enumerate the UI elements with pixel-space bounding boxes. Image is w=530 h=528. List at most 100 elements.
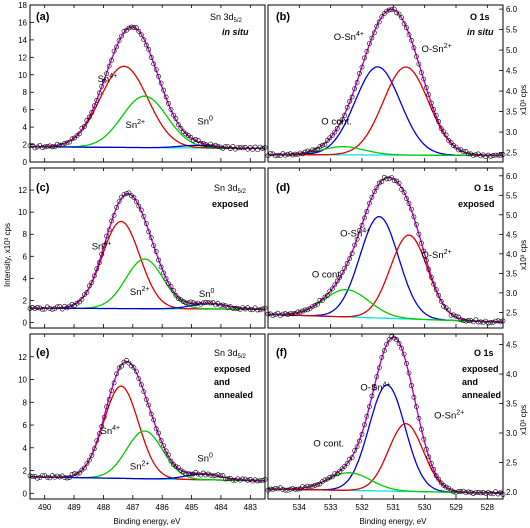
panel-b-data-point: [413, 54, 419, 60]
panel-f-data-point: [277, 485, 283, 491]
panel-a-data-point: [143, 42, 149, 48]
panel-b-y-tick-label: 5.5: [506, 26, 518, 35]
panel-b-data-point: [463, 148, 469, 154]
panel-e-data-point: [173, 464, 179, 469]
panel-f-x-tick-label: 532: [355, 503, 369, 512]
panel-a-data-point: [193, 137, 199, 142]
panel-e-data-point: [188, 471, 194, 477]
panel-c-data-point: [153, 249, 159, 254]
panel-b-data-point: [416, 61, 422, 67]
panel-d-data-point: [418, 240, 424, 246]
panel-c-data-point: [44, 304, 50, 310]
panel-d-data-point: [371, 189, 377, 195]
panel-d-data-point: [295, 309, 301, 315]
panel-b-data-point: [384, 8, 390, 14]
panel-c-data-point: [47, 305, 53, 311]
panel-e-x-tick-label: 487: [126, 503, 140, 512]
panel-c-envelope-fit: [30, 193, 265, 310]
panel-c-data-point: [185, 300, 191, 306]
y-axis-label-right-middle: x10³ cps: [519, 240, 528, 270]
panel-c-data-point: [203, 300, 208, 305]
panel-e-y-tick-label: 6: [23, 421, 28, 430]
panel-a-data-point: [84, 118, 90, 123]
panel-f-y-tick-label: 3.0: [506, 429, 518, 438]
panel-b-data-point: [275, 152, 281, 158]
panel-c-data-point: [69, 302, 75, 307]
panel-b-data-point: [344, 105, 350, 110]
panel-e-data-point: [178, 467, 184, 473]
panel-a-data-point: [40, 145, 45, 150]
panel-d-data-point: [337, 274, 343, 280]
panel-e-data-point: [210, 473, 216, 479]
panel-c-data-point: [101, 242, 107, 248]
panel-c-data-point: [49, 306, 55, 312]
panel-e-data-point: [242, 476, 248, 482]
panel-b-data-point: [438, 126, 444, 132]
panel-a-data-point: [59, 142, 65, 148]
panel-f-data-point: [475, 489, 481, 495]
panel-e-data-point: [237, 477, 243, 483]
panel-f-data-point: [470, 491, 476, 496]
panel-e-data-point: [255, 478, 260, 484]
panel-f-data-point: [354, 444, 360, 449]
panel-f-data-point: [423, 446, 429, 452]
panel-d-data-point: [302, 307, 308, 313]
panel-a-y-tick-label: 4: [23, 123, 28, 132]
panel-a-data-point: [32, 145, 38, 151]
panel-f-data-point: [322, 477, 328, 483]
panel-e-data-point: [91, 446, 97, 452]
panel-d-data-point: [465, 318, 471, 323]
panel-e-data-point: [87, 457, 92, 463]
panel-d-data-point: [493, 318, 498, 324]
panel-c-data-point: [148, 235, 154, 241]
panel-f-data-point: [396, 341, 402, 346]
panel-e-data-point: [101, 414, 107, 420]
panel-f-data-point: [334, 471, 340, 477]
panel-b-data-point: [433, 113, 439, 118]
panel-a-data-point: [200, 140, 206, 146]
panel-c-data-point: [166, 281, 171, 286]
panel-e-data-point: [96, 431, 102, 436]
panel-b-data-point: [280, 151, 286, 157]
panel-f-data-point: [312, 482, 318, 488]
panel-b-data-point: [354, 80, 360, 85]
panel-d-data-point: [292, 311, 298, 316]
panel-e-x-tick-label: 483: [244, 503, 258, 512]
panel-c-data-point: [131, 195, 137, 200]
panel-f-data-point: [416, 415, 422, 421]
panel-c-data-point: [161, 270, 166, 276]
panel-b-component-label: O cont.: [321, 117, 352, 128]
panel-c-data-point: [175, 296, 181, 301]
panel-f-data-point: [307, 484, 313, 489]
panel-f-data-point: [287, 486, 293, 492]
panel-e-y-tick-label: 2: [23, 467, 28, 476]
panel-c-data-point: [183, 300, 189, 306]
panel-f-data-point: [305, 483, 310, 489]
panel-e-data-point: [208, 472, 213, 478]
panel-a-data-point: [69, 136, 75, 142]
panel-a-data-point: [79, 125, 85, 131]
panel-e-data-point: [185, 471, 191, 476]
panel-e-data-point: [84, 461, 90, 467]
panel-c-data-point: [158, 264, 164, 270]
panel-d-data-point: [329, 286, 335, 292]
panel-c-data-point: [225, 304, 231, 310]
panel-a-data-point: [183, 131, 189, 137]
panel-c-component-label-superscript: 2+: [142, 286, 150, 293]
panel-c-data-point: [218, 303, 223, 309]
panel-b-component-label-superscript: 2+: [444, 43, 452, 50]
panel-b-y-tick-label: 6.0: [506, 5, 518, 14]
panel-a-data-point: [218, 144, 223, 150]
panel-f-data-point: [362, 422, 367, 428]
panel-d-data-point: [460, 318, 466, 323]
panel-b-y-tick-label: 4.0: [506, 87, 518, 96]
panel-a-data-point: [245, 146, 251, 152]
panel-f-data-point: [456, 488, 461, 494]
panel-f-data-point: [292, 486, 298, 492]
panel-b-data-point: [396, 11, 402, 17]
panel-b-subtitle: in situ: [467, 27, 494, 37]
panel-c-data-point: [247, 306, 253, 312]
panel-e-data-point: [49, 473, 55, 479]
panel-d-data-point: [446, 307, 451, 313]
